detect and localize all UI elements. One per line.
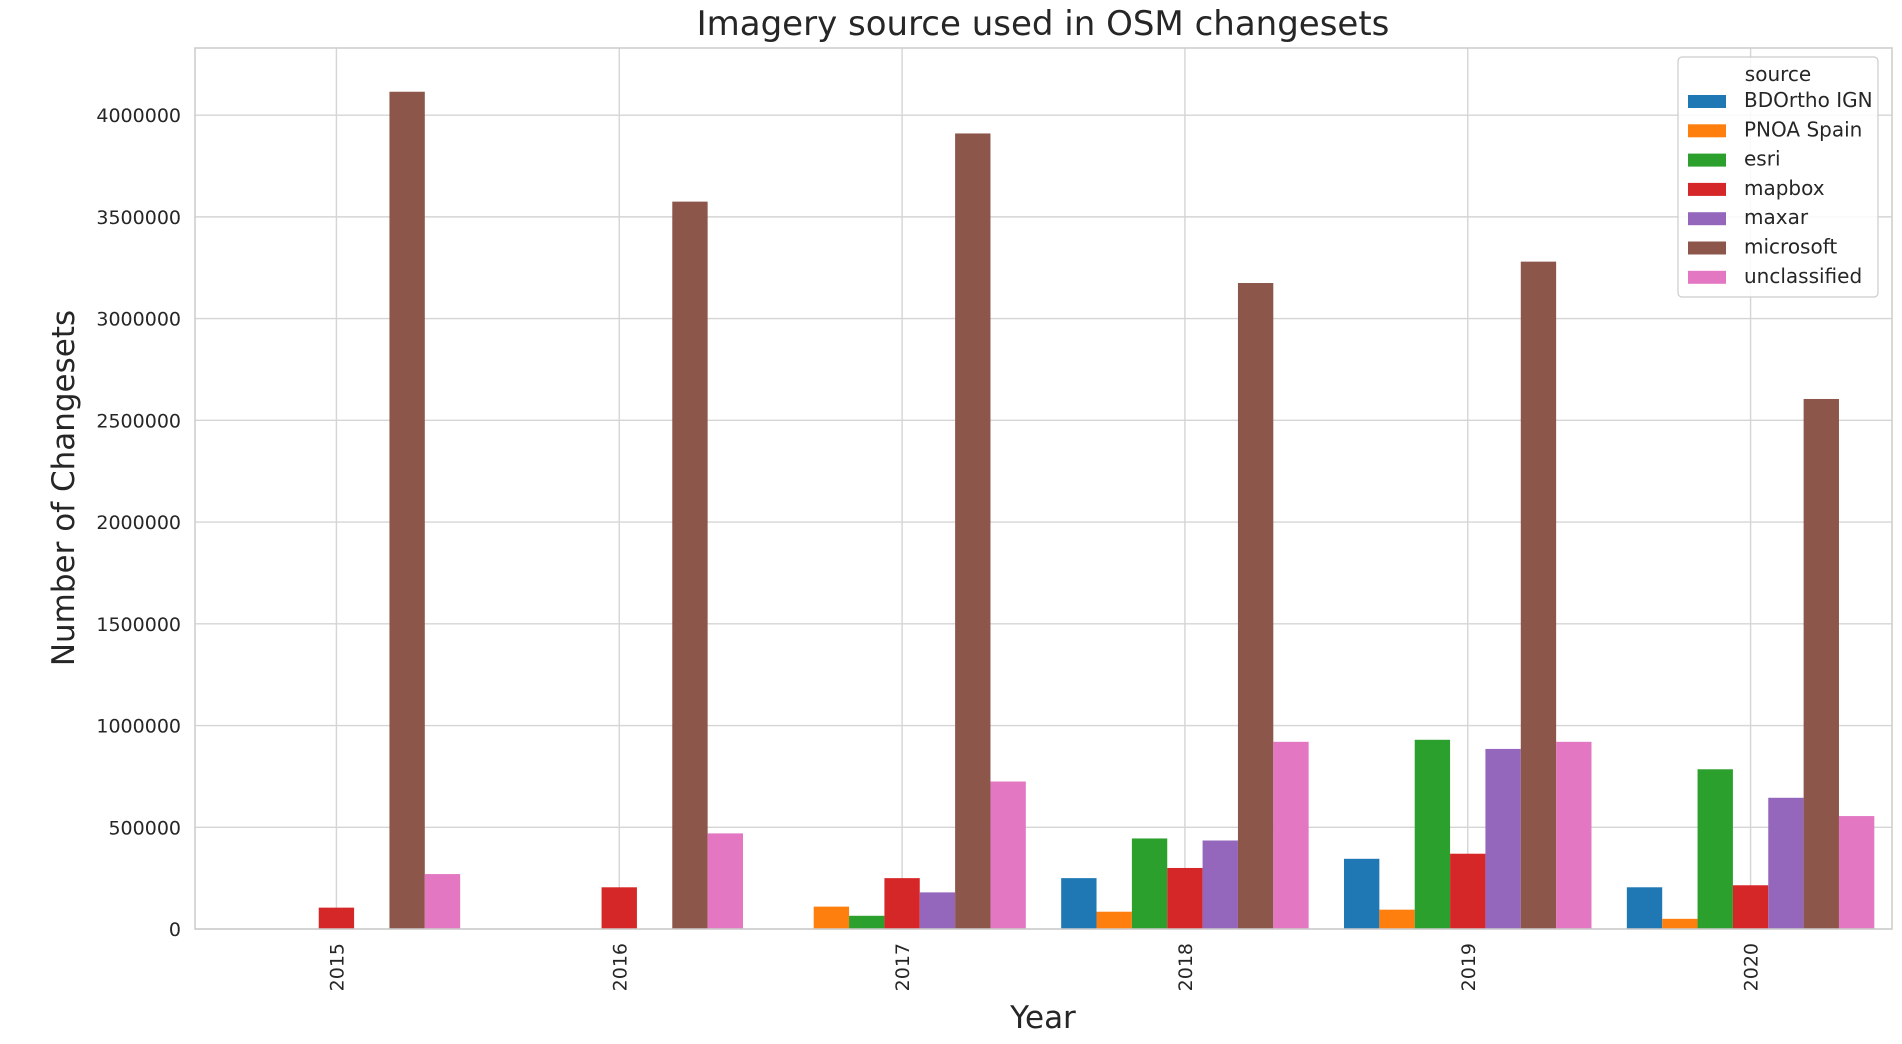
- legend-label: BDOrtho IGN: [1744, 88, 1873, 112]
- y-tick-label: 500000: [108, 817, 181, 839]
- x-tick-labels: 2015 2016 2017 2018 2019 2020: [326, 943, 1762, 991]
- bar-mapbox-2016: [601, 887, 637, 929]
- y-tick-label: 4000000: [96, 105, 181, 127]
- y-tick-label: 2500000: [96, 410, 181, 432]
- y-tick-labels: 0 500000 1000000 1500000 2000000 2500000 30000…: [96, 105, 181, 941]
- bar-microsoft-2020: [1803, 398, 1839, 930]
- bar-mapbox-2018: [1167, 867, 1203, 929]
- bar-mapbox-2015: [318, 907, 355, 929]
- legend: source BDOrtho IGN PNOA Spain esri mapbox ma…: [1677, 56, 1879, 298]
- x-tick-label: 2020: [1741, 943, 1763, 991]
- bar-microsoft-2016: [672, 201, 708, 929]
- legend-swatch: [1688, 241, 1726, 255]
- legend-items: BDOrtho IGN PNOA Spain esri mapbox maxar micr…: [1688, 88, 1873, 288]
- bar-maxar-2018: [1202, 840, 1238, 929]
- bar-esri-2019: [1414, 739, 1451, 929]
- y-tick-label: 3500000: [96, 207, 181, 229]
- x-tick-label: 2017: [892, 943, 914, 991]
- bar-mapbox-2017: [884, 878, 920, 929]
- bar-bdortho-ign-2020: [1626, 887, 1663, 929]
- legend-label: microsoft: [1744, 235, 1837, 259]
- y-tick-label: 2000000: [96, 512, 181, 534]
- legend-swatch: [1688, 95, 1726, 108]
- bar-pnoa-spain-2018: [1096, 911, 1132, 929]
- y-tick-label: 0: [169, 919, 181, 941]
- legend-title: source: [1745, 62, 1811, 86]
- bar-microsoft-2017: [955, 133, 991, 930]
- bar-pnoa-spain-2020: [1662, 918, 1698, 929]
- legend-label: esri: [1744, 147, 1781, 171]
- bar-mapbox-2019: [1450, 853, 1486, 929]
- legend-label: unclassified: [1744, 264, 1862, 288]
- bar-pnoa-spain-2017: [813, 906, 850, 929]
- bar-microsoft-2018: [1237, 283, 1274, 929]
- plot-frame: [194, 47, 1893, 930]
- bar-unclassified-2019: [1556, 741, 1592, 929]
- bar-unclassified-2016: [707, 833, 743, 929]
- bar-mapbox-2020: [1732, 885, 1769, 929]
- bar-maxar-2020: [1768, 797, 1804, 929]
- y-tick-label: 1000000: [96, 716, 181, 738]
- grid-lines: [195, 48, 1892, 930]
- bar-unclassified-2018: [1273, 741, 1309, 929]
- x-tick-label: 2015: [326, 943, 348, 991]
- bar-unclassified-2020: [1838, 816, 1875, 929]
- x-tick-label: 2016: [609, 943, 631, 991]
- y-axis-label: Number of Changesets: [46, 310, 82, 666]
- x-axis-label: Year: [1009, 1000, 1076, 1036]
- legend-swatch: [1688, 182, 1726, 196]
- bar-unclassified-2015: [424, 874, 461, 929]
- legend-swatch: [1688, 124, 1726, 138]
- y-tick-label: 3000000: [96, 309, 181, 331]
- bar-bdortho-ign-2018: [1061, 878, 1097, 929]
- legend-swatch: [1688, 212, 1726, 226]
- bar-esri-2017: [849, 915, 885, 929]
- legend-box: [1677, 56, 1879, 298]
- chart-title: Imagery source used in OSM changesets: [697, 4, 1390, 44]
- legend-swatch: [1688, 270, 1726, 284]
- bar-pnoa-spain-2019: [1379, 909, 1415, 929]
- bar-bdortho-ign-2019: [1344, 858, 1380, 929]
- y-tick-label: 1500000: [96, 614, 181, 636]
- bar-microsoft-2019: [1520, 261, 1557, 929]
- legend-swatch: [1688, 153, 1726, 167]
- legend-label: maxar: [1744, 205, 1809, 229]
- bar-maxar-2019: [1485, 748, 1521, 929]
- legend-label: mapbox: [1744, 176, 1825, 200]
- bars: [318, 91, 1875, 930]
- x-tick-label: 2019: [1458, 943, 1480, 991]
- bar-unclassified-2017: [990, 781, 1026, 929]
- bar-maxar-2017: [919, 892, 956, 929]
- bar-esri-2018: [1131, 838, 1168, 929]
- x-tick-label: 2018: [1175, 943, 1197, 991]
- bar-microsoft-2015: [389, 91, 425, 929]
- bar-esri-2020: [1697, 769, 1733, 929]
- legend-label: PNOA Spain: [1744, 117, 1862, 141]
